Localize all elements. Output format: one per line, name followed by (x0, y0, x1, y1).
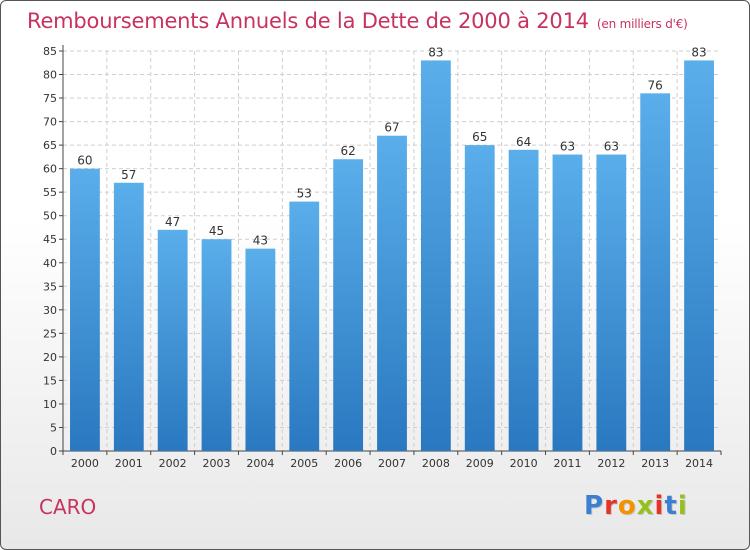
x-tick-label: 2001 (115, 457, 143, 470)
proxiti-logo[interactable]: Proxiti (584, 491, 688, 521)
x-tick-label: 2007 (378, 457, 406, 470)
y-tick-label: 10 (43, 398, 57, 411)
logo-letter: r (604, 491, 618, 521)
x-tick-label: 2005 (290, 457, 318, 470)
bar (289, 201, 320, 451)
bar (113, 182, 144, 451)
bar (508, 149, 539, 451)
y-tick-label: 15 (43, 374, 57, 387)
chart-title: Remboursements Annuels de la Dette de 20… (27, 9, 688, 33)
y-tick-label: 25 (43, 327, 57, 340)
x-tick-label: 2013 (641, 457, 669, 470)
y-tick-label: 0 (50, 445, 57, 458)
y-tick-label: 20 (43, 351, 57, 364)
y-tick-label: 80 (43, 69, 57, 82)
data-label: 47 (165, 215, 180, 229)
city-name: CARO (39, 495, 97, 519)
data-label: 65 (472, 130, 487, 144)
data-label: 62 (340, 144, 355, 158)
bar (157, 229, 188, 451)
y-tick-label: 75 (43, 92, 57, 105)
data-label: 57 (121, 168, 136, 182)
data-labels: 60 57 47 45 43 53 62 67 83 65 64 63 63 76 83 (77, 45, 706, 247)
y-tick-label: 45 (43, 233, 57, 246)
data-label: 64 (516, 135, 531, 149)
x-tick-label: 2004 (246, 457, 274, 470)
bar (464, 145, 495, 451)
bar (552, 154, 583, 451)
data-label: 83 (691, 45, 706, 59)
logo-letter: x (636, 491, 655, 521)
chart-unit: (en milliers d'€) (596, 17, 688, 31)
bar-chart: 0 5 10 15 20 25 30 35 40 45 50 55 60 65 70 75 80 85 2000 20… (43, 45, 722, 470)
x-tick-label: 2000 (71, 457, 99, 470)
bar (684, 60, 714, 451)
y-tick-label: 85 (43, 45, 57, 58)
bar (640, 93, 671, 452)
data-label: 63 (604, 140, 619, 154)
data-label: 67 (384, 121, 399, 135)
y-tick-label: 5 (50, 421, 57, 434)
bar (201, 239, 232, 451)
bar (245, 248, 276, 451)
bar (596, 154, 627, 451)
y-tick-label: 65 (43, 139, 57, 152)
logo-letter: i (654, 491, 665, 521)
data-label: 53 (297, 187, 312, 201)
x-tick-label: 2009 (466, 457, 494, 470)
bar (377, 135, 407, 452)
y-tick-label: 60 (43, 163, 57, 176)
data-label: 76 (648, 78, 663, 92)
x-tick-label: 2002 (159, 457, 187, 470)
y-tick-label: 55 (43, 186, 57, 199)
x-tick-label: 2011 (553, 457, 581, 470)
y-tick-label: 30 (43, 304, 57, 317)
data-label: 63 (560, 140, 575, 154)
data-label: 43 (253, 234, 268, 248)
logo-letter: i (677, 491, 688, 521)
bar (70, 168, 100, 451)
x-tick-label: 2003 (203, 457, 231, 470)
chart-title-text: Remboursements Annuels de la Dette de 20… (27, 9, 589, 33)
data-label: 83 (428, 45, 443, 59)
bar (420, 60, 451, 451)
y-tick-label: 50 (43, 210, 57, 223)
bars (70, 60, 714, 452)
logo-letter: o (617, 491, 637, 521)
x-tick-label: 2014 (685, 457, 713, 470)
y-tick-label: 40 (43, 257, 57, 270)
x-tick-label: 2006 (334, 457, 362, 470)
y-tick-label: 35 (43, 280, 57, 293)
x-tick-label: 2008 (422, 457, 450, 470)
x-tick-label: 2010 (510, 457, 538, 470)
logo-letter: P (584, 491, 605, 521)
data-label: 45 (209, 224, 224, 238)
x-tick-label: 2012 (597, 457, 625, 470)
y-tick-label: 70 (43, 116, 57, 129)
bar (333, 159, 364, 451)
data-label: 60 (77, 154, 92, 168)
logo-letter: t (664, 491, 678, 521)
